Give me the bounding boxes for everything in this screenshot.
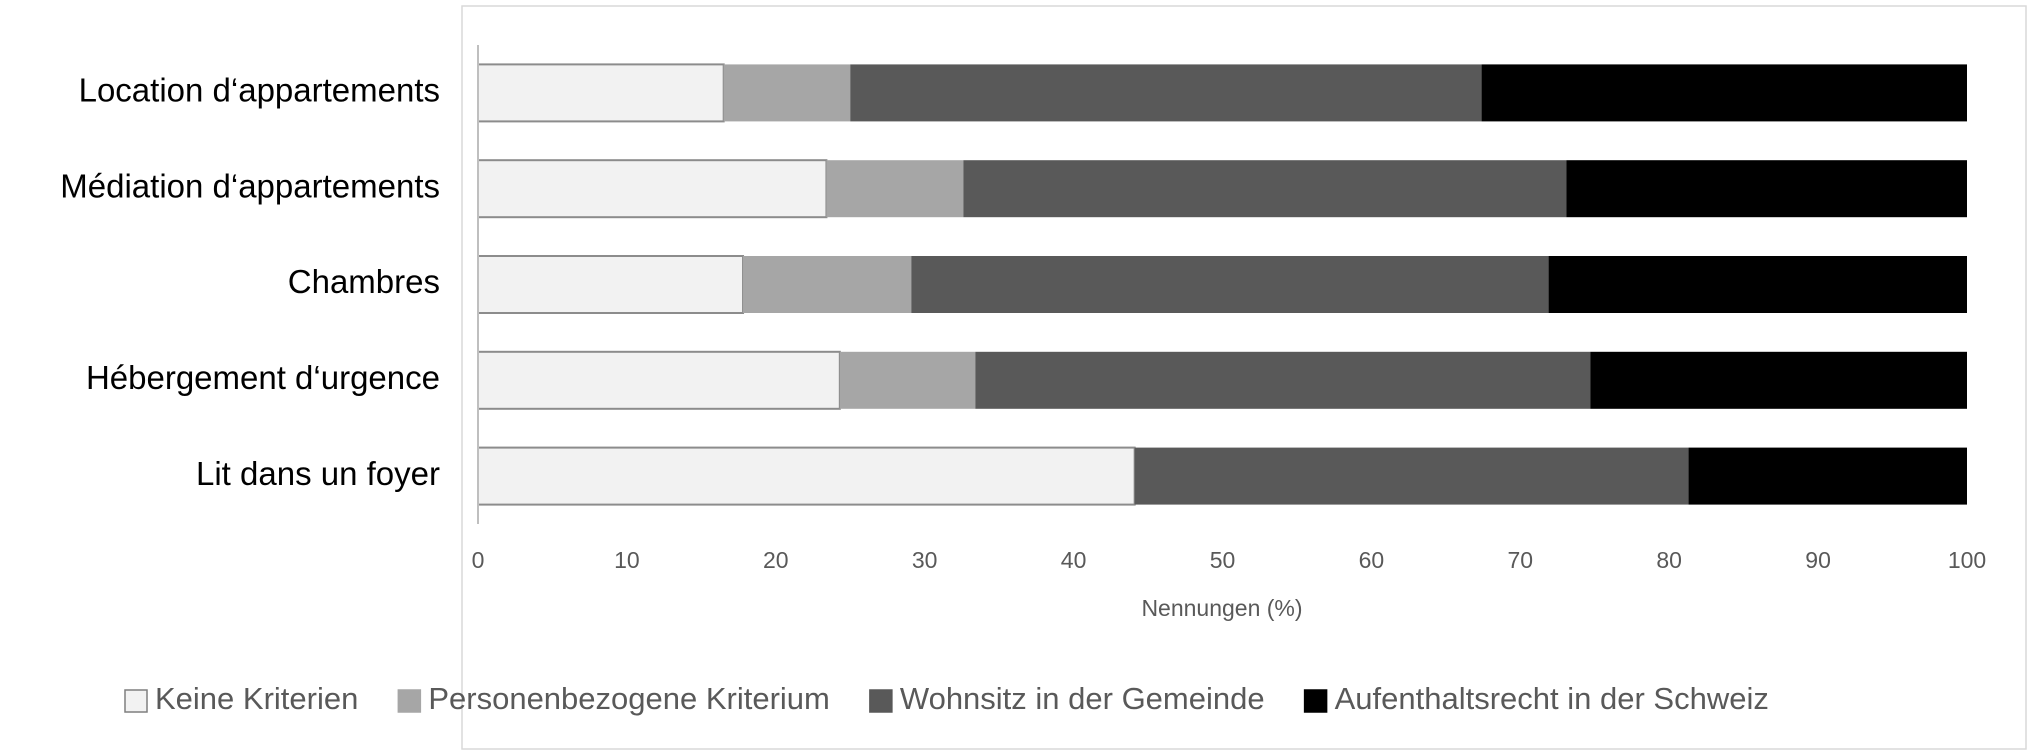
y-tick-label: Lit dans un foyer <box>196 455 440 492</box>
x-tick-label: 0 <box>472 547 485 573</box>
bar-segment <box>477 350 841 410</box>
bar-segment <box>1566 160 1967 218</box>
x-tick-label: 100 <box>1948 547 1986 573</box>
bar-segment <box>975 351 1591 409</box>
x-tick-label: 70 <box>1508 547 1534 573</box>
bar-segment <box>477 63 725 123</box>
y-tick-label: Médiation d‘appartements <box>60 167 440 204</box>
bar-segment <box>1590 351 1967 409</box>
legend-label: Keine Kriterien <box>155 681 358 716</box>
x-tick-label: 50 <box>1210 547 1236 573</box>
legend-label: Personenbezogene Kriterium <box>428 681 830 716</box>
bar-segment <box>1548 256 1967 313</box>
bar-segment <box>963 160 1567 218</box>
x-tick-label: 60 <box>1359 547 1385 573</box>
bar-segment <box>839 351 976 409</box>
bar-segment <box>477 159 828 219</box>
y-tick-label: Location d‘appartements <box>79 72 440 109</box>
x-tick-label: 20 <box>763 547 789 573</box>
legend-swatch <box>1303 689 1328 713</box>
x-tick-label: 30 <box>912 547 938 573</box>
bar-segment <box>743 256 912 313</box>
y-tick-label: Chambres <box>288 263 440 300</box>
bar-segment <box>477 446 1136 506</box>
legend-swatch <box>869 689 893 713</box>
bar-segment <box>826 160 964 218</box>
y-tick-label: Hébergement d‘urgence <box>86 359 440 396</box>
x-tick-label: 40 <box>1061 547 1087 573</box>
bar-segment <box>1481 64 1967 122</box>
legend-label: Aufenthaltsrecht in der Schweiz <box>1335 681 1769 716</box>
bar-segment <box>723 64 851 122</box>
chart-frame <box>461 5 2027 750</box>
legend-label: Wohnsitz in der Gemeinde <box>900 681 1265 716</box>
x-tick-label: 90 <box>1805 547 1831 573</box>
bar-segment <box>1688 447 1967 505</box>
bar-segment <box>911 256 1549 313</box>
bar-segment <box>850 64 1482 122</box>
bar-segment <box>477 255 745 314</box>
x-tick-label: 80 <box>1656 547 1682 573</box>
x-tick-label: 10 <box>614 547 640 573</box>
legend-swatch <box>124 689 148 713</box>
x-axis-label: Nennungen (%) <box>1141 595 1302 621</box>
bar-segment <box>1134 447 1689 505</box>
legend-swatch <box>397 689 422 713</box>
